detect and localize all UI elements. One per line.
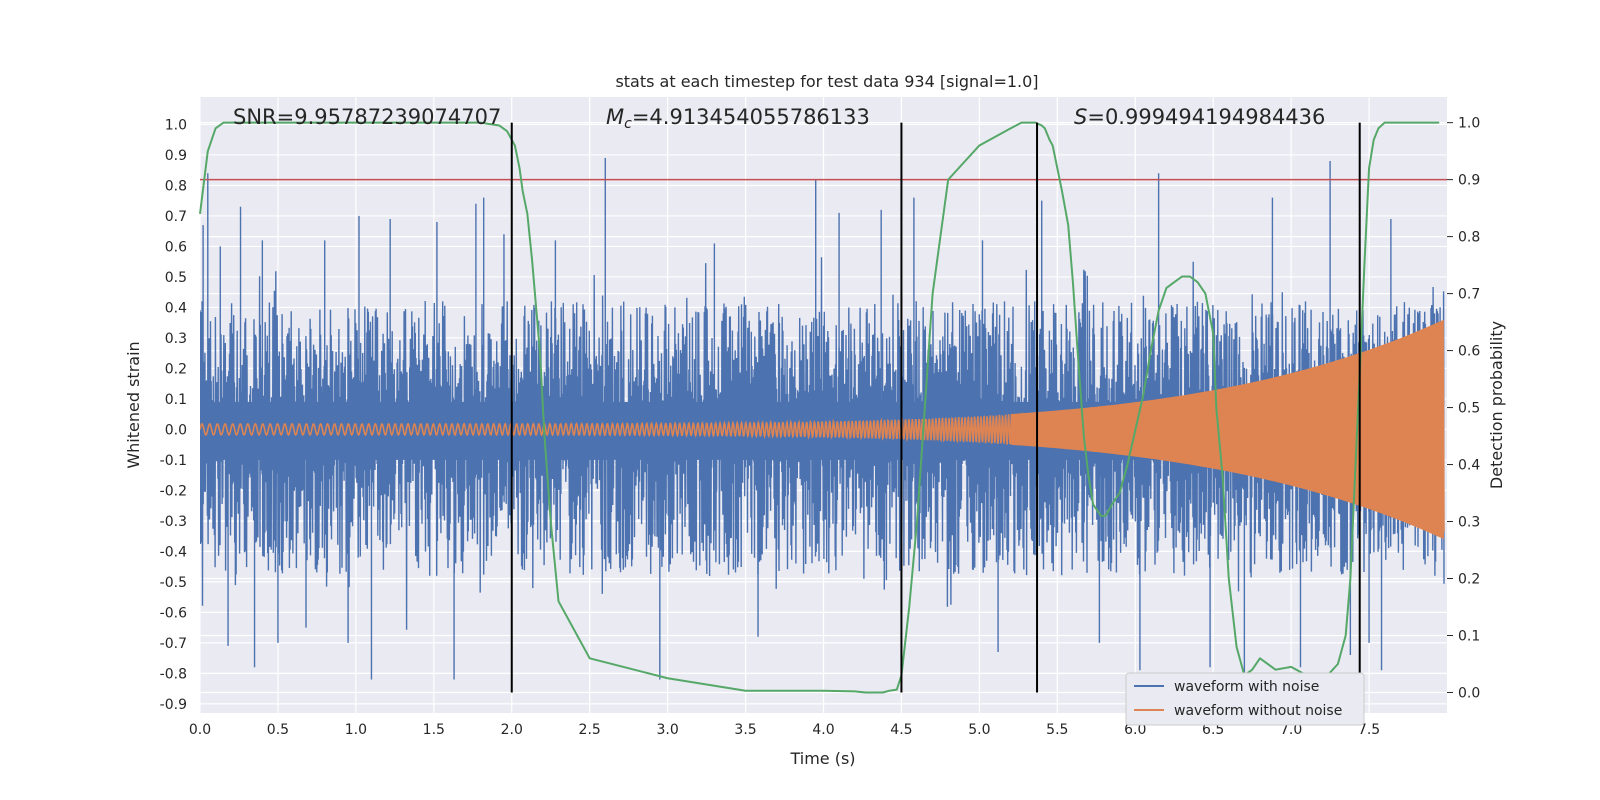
- y-tick-label: 0.4: [165, 300, 187, 316]
- y2-tick-label: 0.7: [1458, 287, 1480, 303]
- y2-tick-label: 0.9: [1458, 173, 1480, 189]
- x-tick-label: 7.5: [1358, 722, 1380, 738]
- y-tick-label: 0.9: [165, 148, 187, 164]
- y2-tick-label: 0.6: [1458, 344, 1480, 360]
- chirp-mass-annotation: Mc=4.913454055786133: [606, 105, 870, 132]
- score-value: =0.999494194984436: [1087, 105, 1325, 129]
- score-annotation: S=0.999494194984436: [1074, 105, 1325, 129]
- y-tick-label: -0.5: [160, 575, 187, 591]
- chirp-mass-value: =4.913454055786133: [632, 105, 870, 129]
- y-tick-label: -0.7: [160, 636, 187, 652]
- y-tick-label: -0.8: [160, 666, 187, 682]
- x-tick-label: 2.5: [579, 722, 601, 738]
- series-detection-probability: [199, 121, 1440, 694]
- y2-tick-label: 0.4: [1458, 458, 1480, 474]
- legend: waveform with noise waveform without noi…: [1125, 672, 1365, 726]
- y-axis-label: Whitened strain: [124, 341, 143, 468]
- clean-waveform-envelope: [1010, 319, 1444, 540]
- series-waveform-without-noise: [200, 319, 1445, 540]
- y2-tick-label: 0.5: [1458, 401, 1480, 417]
- probability-trace: [199, 121, 1440, 694]
- y-tick-label: 0.1: [165, 392, 187, 408]
- x-tick-label: 5.5: [1046, 722, 1068, 738]
- y-tick-label: 0.6: [165, 239, 187, 255]
- legend-box: [1125, 672, 1365, 726]
- snr-annotation: SNR=9.95787239074707: [233, 105, 501, 129]
- x-tick-label: 2.0: [501, 722, 523, 738]
- x-axis-ticks: 0.0 0.5 1.0 1.5 2.0 2.5 3.0 3.5 4.0 4.5 5.0 5.5 6.0 6…: [189, 722, 1380, 738]
- y-tick-label: 0.0: [165, 422, 187, 438]
- y-tick-label: 0.5: [165, 270, 187, 286]
- y-tick-label: 0.2: [165, 361, 187, 377]
- y-tick-label: 0.3: [165, 331, 187, 347]
- y-tick-label: -0.9: [160, 697, 187, 713]
- x-tick-label: 0.5: [267, 722, 289, 738]
- x-tick-label: 6.5: [1202, 722, 1224, 738]
- y2-tick-label: 0.3: [1458, 515, 1480, 531]
- x-tick-label: 6.0: [1124, 722, 1146, 738]
- y-tick-label: 0.7: [165, 209, 187, 225]
- x-tick-label: 1.5: [423, 722, 445, 738]
- y2-axis-label: Detection probability: [1487, 321, 1506, 489]
- stats-annotations: SNR=9.95787239074707 Mc=4.91345405578613…: [233, 105, 1325, 132]
- y-tick-label: -0.1: [160, 453, 187, 469]
- x-tick-label: 0.0: [189, 722, 211, 738]
- chirp-mass-symbol: M: [606, 105, 624, 129]
- x-axis-label: Time (s): [789, 749, 855, 768]
- y-axis-ticks: 1.0 0.9 0.8 0.7 0.6 0.5 0.4 0.3 0.2 0.1 0.0 -0.1 -0.…: [160, 117, 187, 712]
- y-tick-label: -0.4: [160, 544, 187, 560]
- y2-tick-label: 0.0: [1458, 685, 1480, 701]
- x-tick-label: 4.5: [890, 722, 912, 738]
- x-tick-label: 1.0: [345, 722, 367, 738]
- y2-tick-label: 0.8: [1458, 230, 1480, 246]
- y-tick-label: -0.2: [160, 483, 187, 499]
- y-tick-label: 1.0: [165, 117, 187, 133]
- y2-axis-ticks: 1.0 0.9 0.8 0.7 0.6 0.5 0.4 0.3 0.2 0.1 0.0: [1447, 116, 1480, 701]
- x-tick-label: 7.0: [1280, 722, 1302, 738]
- legend-label-noise: waveform with noise: [1174, 679, 1319, 695]
- chirp-mass-subscript: c: [624, 116, 632, 132]
- x-tick-label: 3.0: [656, 722, 678, 738]
- x-tick-label: 3.5: [734, 722, 756, 738]
- y-tick-label: 0.8: [165, 178, 187, 194]
- chart-title: stats at each timestep for test data 934…: [615, 72, 1038, 91]
- y2-tick-label: 1.0: [1458, 116, 1480, 132]
- legend-label-clean: waveform without noise: [1174, 703, 1342, 719]
- y-tick-label: -0.6: [160, 605, 187, 621]
- y-tick-label: -0.3: [160, 514, 187, 530]
- score-symbol: S: [1074, 105, 1087, 129]
- segment-boundaries: [510, 122, 1361, 693]
- y2-tick-label: 0.2: [1458, 572, 1480, 588]
- y2-tick-label: 0.1: [1458, 629, 1480, 645]
- x-tick-label: 5.0: [968, 722, 990, 738]
- x-tick-label: 4.0: [812, 722, 834, 738]
